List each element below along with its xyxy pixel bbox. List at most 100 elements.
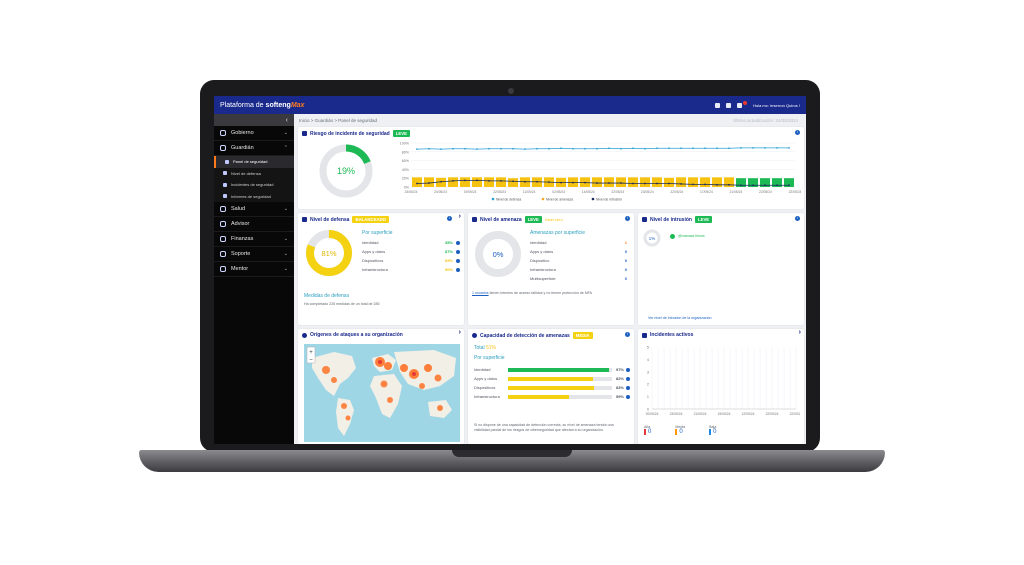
threat-bar [676,177,686,187]
heat-spot [424,364,432,372]
incident-count-media[interactable]: Media 0 [675,425,685,435]
info-icon[interactable] [456,267,460,272]
money-icon [220,236,226,242]
intrusion-line-point [464,179,466,182]
brand-logo[interactable]: Plataforma de softengMax [220,102,304,109]
row-value: 97% [615,367,624,372]
sidebar-item-finanzas[interactable]: Finanzas ⌄ [214,232,294,247]
chevron-down-icon: ⌄ [283,130,288,136]
defense-measures-title[interactable]: Medidas de defensa [304,293,350,299]
info-icon[interactable]: i [625,216,630,221]
breadcrumb: Inicio > Guardián > Panel de seguridad Ú… [294,114,806,126]
chevron-right-icon[interactable]: › [798,329,801,336]
sidebar-subitem-informes[interactable]: Informes de seguridad [214,190,294,202]
sidebar-item-label: Advisor [231,221,250,227]
info-icon[interactable] [456,240,460,245]
count-value: 0 [644,429,651,435]
sidebar-subitem-defensa[interactable]: Nivel de defensa [214,167,294,179]
info-icon[interactable] [626,367,630,372]
sidebar-item-label: Gobierno [231,130,254,136]
intrusion-user[interactable]: @mamaci.hiluns [678,234,705,238]
sidebar-item-mentor[interactable]: Mentor ⌄ [214,262,294,277]
info-icon[interactable] [626,394,630,399]
list-item: Apps y datos 0 [530,247,630,256]
threat-secondary-label: Nivel cero [544,217,563,222]
sidebar-collapse-button[interactable]: ‹ [214,114,294,126]
y-tick-label: 0 [647,408,649,412]
incidents-title: Incidentes activos [642,332,693,338]
threat-title: Nivel de amenaza LEVE Nivel cero [472,216,563,223]
map-north-america [312,352,356,396]
info-icon[interactable] [626,376,630,381]
row-label: Dispositivos [362,258,384,263]
info-icon[interactable] [626,385,630,390]
risk-gauge-label: 19% [337,166,355,176]
risk-card: Riesgo de incidente de seguridad LEVE i … [298,127,804,209]
heat-spot [387,397,393,403]
shield-icon [225,159,229,164]
defense-subtitle: Por superficie [362,230,393,236]
breadcrumb-text[interactable]: Inicio > Guardián > Panel de seguridad [299,117,378,123]
zoom-out-button[interactable]: − [309,358,313,364]
heat-spot [434,374,442,382]
notification-badge [743,101,748,105]
defense-badge: BALANCEADO [352,216,390,223]
detection-footer-text: Si no dispone de una capacidad de detecc… [474,423,614,432]
attack-map[interactable]: + − [304,344,460,442]
defense-line-point [752,146,754,149]
bell-icon[interactable] [726,102,732,108]
sidebar-item-advisor[interactable]: Advisor [214,217,294,232]
sidebar-item-soporte[interactable]: Soporte ⌄ [214,247,294,262]
row-label: Infraestructura [362,267,388,272]
defense-line-point [740,146,742,149]
heat-spot [400,364,408,372]
chevron-right-icon[interactable]: › [458,213,461,220]
incident-count-alta[interactable]: Alta 0 [644,425,651,435]
x-tick-label: 22/05/24 [611,190,624,194]
detection-total: Total 51% [474,345,496,351]
refresh-icon[interactable] [715,102,721,108]
brand-name: softeng [265,101,291,109]
sidebar-item-guardian[interactable]: Guardián ⌃ [214,141,294,156]
detection-bar [508,376,612,381]
incident-count-baja[interactable]: Baja 0 [709,425,716,435]
info-icon[interactable] [456,249,460,254]
sidebar-subitem-panel[interactable]: Panel de seguridad [214,156,294,168]
detection-bar-fill [508,376,594,381]
sidebar-subitem-incidentes[interactable]: Incidentes de seguridad [214,179,294,191]
risk-title: Riesgo de incidente de seguridad LEVE [302,130,410,137]
intrusion-link[interactable]: Ver nivel de intrusión de la organizació… [648,316,712,320]
sidebar-item-gobierno[interactable]: Gobierno ⌄ [214,126,294,141]
info-icon[interactable]: i [447,216,452,221]
info-icon[interactable]: i [795,216,800,221]
chevron-down-icon: ⌄ [283,266,288,272]
x-tick-label: 19/05/24 [464,190,477,194]
threat-users-link[interactable]: 1 usuarios [472,291,489,295]
x-tick-label: 22/05/24 [493,190,506,194]
info-icon[interactable] [456,258,460,263]
info-icon[interactable]: i [795,130,800,135]
defense-line-point [572,147,574,150]
sidebar-item-salud[interactable]: Salud ⌄ [214,202,294,217]
row-label: Identidad [530,240,547,245]
cart-icon[interactable] [737,102,743,108]
user-greeting[interactable]: Hola mx: irrserron Quiros ! [753,102,800,108]
y-tick-label: 100% [400,142,410,146]
row-label: Infraestructura [474,394,500,399]
defense-line-point [764,146,766,149]
defense-line-point [500,147,502,150]
intrusion-line-point [488,179,490,182]
list-item: Multisuperficie 0 [530,274,630,283]
defense-measures-text: Ha completado 228 medidas de un total de… [304,302,380,306]
y-tick-label: 5 [647,346,649,350]
info-icon[interactable]: i [625,332,630,337]
intrusion-line-point [728,183,730,186]
x-tick-label: 11/05/24 [523,190,536,194]
threat-bar [772,178,782,187]
intrusion-line-point [752,184,754,187]
list-item: Apps y datos 87% [362,247,460,256]
chevron-right-icon[interactable]: › [458,329,461,336]
zoom-in-button[interactable]: + [309,350,313,356]
row-label: Multisuperficie [530,276,556,281]
y-tick-label: 0% [404,186,410,190]
